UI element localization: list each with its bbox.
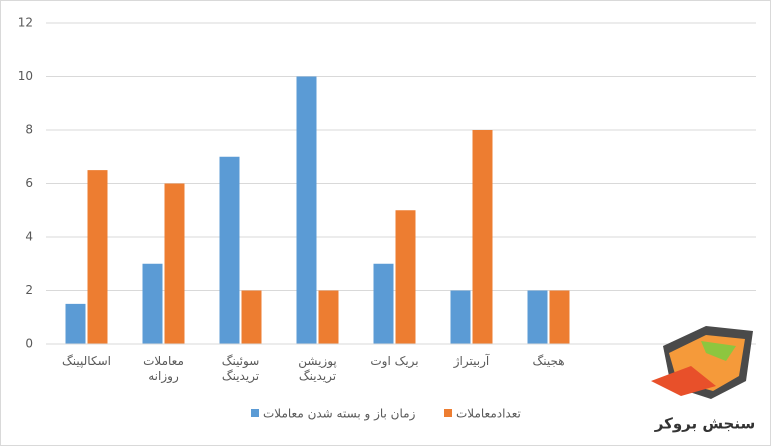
bar (219, 156, 240, 344)
y-tick-label: 2 (25, 283, 33, 297)
x-tick-label: پوزیشن تریدینگ (298, 354, 337, 383)
x-tick-label: بریک اوت (370, 354, 419, 368)
y-tick-label: 4 (25, 230, 33, 244)
logo-leaf (701, 341, 736, 361)
bar (65, 303, 86, 344)
bar (142, 263, 163, 344)
legend-swatch (444, 409, 452, 417)
bar (527, 290, 548, 344)
x-tick-label: هجینگ (532, 354, 565, 368)
y-tick-label: 8 (25, 123, 33, 137)
bar (395, 210, 416, 344)
logo-text: سنجش بروکر (654, 415, 755, 433)
bar (164, 183, 185, 344)
bar (87, 170, 108, 344)
x-tick-label: سوئینگ تریدینگ (221, 354, 260, 383)
logo: سنجش بروکر (651, 326, 755, 433)
bar (241, 290, 262, 344)
bar (296, 76, 317, 344)
bar (472, 130, 493, 344)
x-tick-label: آربیتراژ (453, 354, 490, 368)
bar (373, 263, 394, 344)
y-tick-label: 6 (25, 176, 33, 190)
x-tick-label: معاملات روزانه (143, 354, 184, 383)
legend-label: تعدادمعاملات (456, 407, 521, 421)
logo-animal (651, 366, 716, 396)
bar (549, 290, 570, 344)
y-tick-label: 0 (25, 337, 33, 351)
y-tick-label: 10 (18, 69, 33, 83)
legend-swatch (251, 409, 259, 417)
plot: 0 2 4 6 8 10 12 زمان باز و بسته شدن معاملات تعدا… (18, 16, 756, 422)
legend-label: زمان باز و بسته شدن معاملات (263, 407, 416, 422)
bar (450, 290, 471, 344)
bar (318, 290, 339, 344)
y-tick-label: 12 (18, 16, 33, 30)
x-tick-label: اسکالپینگ (62, 354, 111, 368)
